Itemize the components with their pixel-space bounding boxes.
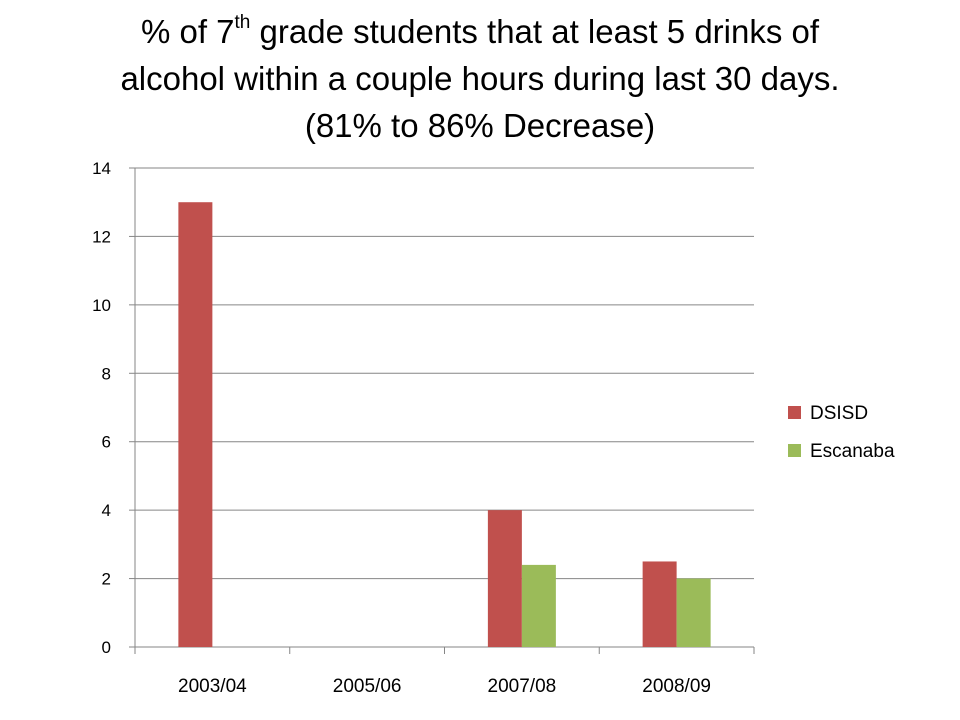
y-tick-label: 12 xyxy=(92,227,111,246)
y-tick-label: 10 xyxy=(92,296,111,315)
title-superscript: th xyxy=(234,12,251,33)
chart-title-line-2: alcohol within a couple hours during las… xyxy=(120,60,840,97)
bar-dsisd-2003-04 xyxy=(178,202,213,647)
bar-escanaba-2007-08 xyxy=(521,564,556,647)
chart-title-line-3: (81% to 86% Decrease) xyxy=(304,107,656,144)
legend-label-dsisd: DSISD xyxy=(810,403,868,424)
title-text-1: % of 7 xyxy=(140,13,235,50)
y-tick-label: 14 xyxy=(92,159,111,178)
bar-escanaba-2008-09 xyxy=(676,578,711,647)
legend-swatch-escanaba xyxy=(788,444,801,457)
x-tick-label: 2007/08 xyxy=(488,676,557,697)
y-tick-label: 8 xyxy=(102,364,111,383)
bar-dsisd-2008-09 xyxy=(642,561,677,647)
y-tick-label: 0 xyxy=(102,638,111,657)
x-tick-label: 2005/06 xyxy=(333,676,402,697)
x-tick-label: 2008/09 xyxy=(642,676,711,697)
bar-dsisd-2007-08 xyxy=(487,510,522,647)
y-tick-label: 4 xyxy=(102,501,111,520)
chart-title-line-1: % of 7th grade students that at least 5 … xyxy=(20,8,940,55)
legend-label-escanaba: Escanaba xyxy=(810,441,895,462)
chart-title: % of 7th grade students that at least 5 … xyxy=(20,8,940,149)
y-tick-label: 6 xyxy=(102,433,111,452)
title-text-2: grade students that at least 5 drinks of xyxy=(250,13,820,50)
y-tick-label: 2 xyxy=(102,570,111,589)
x-tick-label: 2003/04 xyxy=(178,676,247,697)
legend-swatch-dsisd xyxy=(788,406,801,419)
